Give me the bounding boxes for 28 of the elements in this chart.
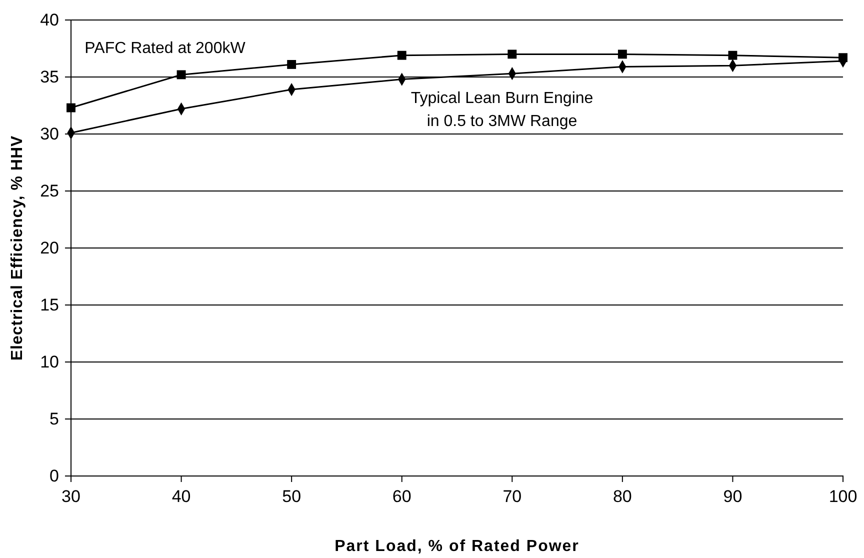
y-tick-label: 15 bbox=[40, 295, 59, 314]
point bbox=[287, 60, 296, 69]
y-tick-label: 0 bbox=[50, 466, 59, 486]
x-axis-title: Part Load, % of Rated Power bbox=[334, 538, 580, 555]
x-tick-label: 50 bbox=[282, 487, 302, 506]
y-tick-label: 35 bbox=[40, 67, 59, 86]
series-label: PAFC Rated at 200kW bbox=[84, 40, 246, 57]
point bbox=[618, 50, 627, 59]
x-tick-label: 40 bbox=[172, 487, 191, 506]
x-tick-label: 100 bbox=[828, 487, 858, 506]
point bbox=[397, 50, 406, 60]
x-tick-label: 60 bbox=[392, 487, 412, 506]
x-tick-label: 70 bbox=[502, 487, 522, 506]
y-axis-title: Electrical Efficiency, % HHV bbox=[9, 135, 26, 361]
x-tick-label: 30 bbox=[62, 487, 80, 506]
y-tick-label: 30 bbox=[40, 124, 59, 144]
y-tick-label: 20 bbox=[40, 238, 59, 258]
x-tick-label: 90 bbox=[723, 487, 742, 506]
point bbox=[66, 103, 76, 112]
y-tick-label: 40 bbox=[40, 10, 59, 30]
y-tick-label: 10 bbox=[40, 352, 59, 372]
series-label: Typical Lean Burn Engine in 0.5 to 3MW Range bbox=[410, 90, 594, 130]
x-tick-label: 80 bbox=[612, 487, 632, 506]
point bbox=[728, 50, 738, 60]
y-tick-label: 5 bbox=[50, 409, 59, 428]
point bbox=[508, 50, 517, 59]
point bbox=[176, 70, 186, 80]
y-tick-label: 25 bbox=[40, 181, 59, 200]
